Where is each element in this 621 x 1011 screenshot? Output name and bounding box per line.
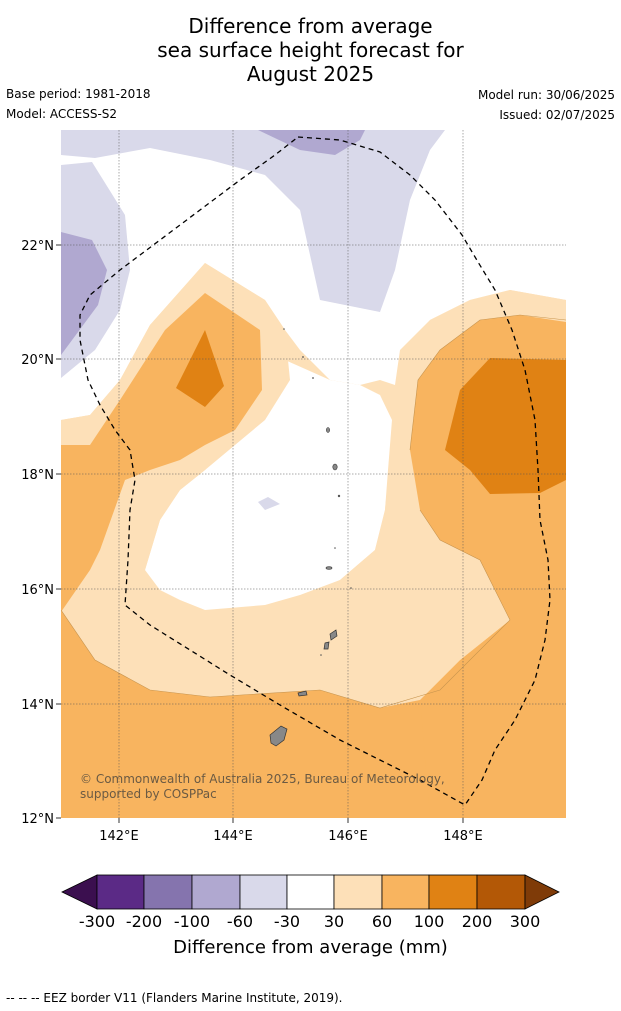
island-guam [269, 725, 288, 747]
contour-outline-east [409, 314, 566, 451]
colorbar-label-1: -300 [78, 912, 116, 931]
island-north-2 [332, 463, 338, 471]
lat-label-20: 20°N [21, 353, 54, 368]
contour-neg-30-60-nw [61, 130, 445, 312]
island-rota [297, 690, 308, 697]
lon-label-146: 146°E [328, 829, 368, 844]
model-name: Model: ACCESS-S2 [6, 107, 118, 121]
colorbar-label-3: -100 [173, 912, 211, 931]
island-north-10 [320, 654, 322, 656]
island-north-9 [350, 587, 352, 589]
colorbar-bin-1 [96, 874, 145, 910]
lat-label-14: 14°N [21, 698, 54, 713]
contour-outline-south [61, 509, 511, 709]
copyright-credit: © Commonwealth of Australia 2025, Bureau… [80, 772, 445, 801]
title-line-2: sea surface height forecast for [157, 38, 464, 62]
colorbar-bin-7 [381, 874, 430, 910]
colorbar-label-6: 30 [323, 912, 345, 931]
colorbar-bin-2 [143, 874, 193, 910]
island-north-3 [326, 427, 330, 433]
lon-label-142: 142°E [99, 829, 139, 844]
colorbar-bin-5 [286, 874, 335, 910]
eez-border [79, 136, 551, 806]
island-saipan [323, 629, 338, 650]
axis-ticks [56, 244, 464, 823]
chart-title: Difference from average sea surface heig… [0, 14, 621, 86]
colorbar-bin-6 [333, 874, 383, 910]
colorbar-bin-3 [191, 874, 241, 910]
colorbar-label-2: -200 [125, 912, 163, 931]
island-north-5 [312, 377, 314, 379]
colorbar-bin-8 [428, 874, 478, 910]
title-line-1: Difference from average [188, 14, 433, 38]
island-north-8 [283, 328, 285, 330]
title-line-3: August 2025 [246, 62, 375, 86]
colorbar-label-10: 300 [509, 912, 541, 931]
contour-east-100-200 [445, 358, 566, 494]
colorbar-label-4: -60 [226, 912, 254, 931]
colorbar-min-extend [61, 874, 98, 910]
colorbar-title: Difference from average (mm) [173, 937, 448, 958]
base-period: Base period: 1981-2018 [6, 87, 151, 101]
island-north-4 [337, 494, 341, 498]
colorbar-label-9: 200 [461, 912, 493, 931]
colorbar-bin-9 [476, 874, 526, 910]
lon-label-144: 144°E [213, 829, 253, 844]
contour-neg-small [258, 497, 280, 510]
eez-footnote: -- -- -- EEZ border V11 (Flanders Marine… [6, 991, 343, 1005]
island-north-6 [302, 356, 304, 358]
map-area [61, 130, 566, 818]
island-north-1 [325, 566, 333, 570]
contour-west-100-200 [176, 330, 224, 407]
colorbar-label-8: 100 [413, 912, 445, 931]
colorbar-max-extend [524, 874, 560, 910]
contour-neutral [61, 130, 566, 420]
colorbar-bin-4 [239, 874, 288, 910]
issued-date: Issued: 02/07/2025 [499, 108, 615, 122]
lat-label-12: 12°N [21, 812, 54, 827]
contour-neg-60-100-n [258, 130, 365, 155]
contour-east-30-60-patch [300, 290, 566, 708]
contour-neutral-center [145, 360, 392, 610]
island-north-7 [334, 547, 336, 549]
colorbar-label-5: -30 [273, 912, 301, 931]
colorbar [61, 874, 560, 910]
lat-label-22: 22°N [21, 239, 54, 254]
contour-neg-60-100-w [61, 232, 107, 355]
lon-label-148: 148°E [443, 829, 483, 844]
gridlines [61, 130, 566, 818]
lat-label-16: 16°N [21, 583, 54, 598]
colorbar-label-7: 60 [371, 912, 393, 931]
model-run: Model run: 30/06/2025 [477, 88, 615, 102]
lat-label-18: 18°N [21, 468, 54, 483]
